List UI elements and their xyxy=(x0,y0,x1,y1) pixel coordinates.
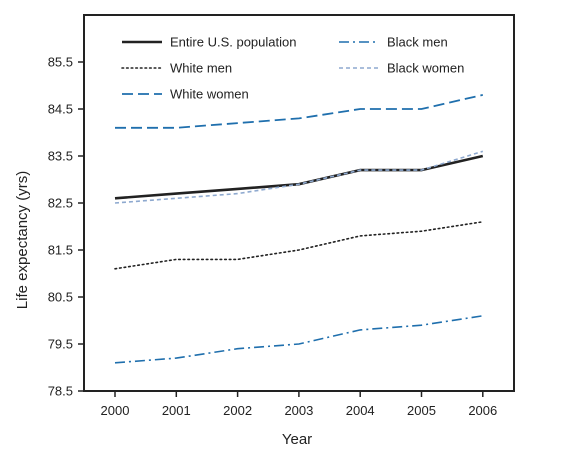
series-line-3 xyxy=(115,94,484,129)
x-tick-label: 2004 xyxy=(346,403,375,418)
y-axis: 78.5 79.5 80.5 81.5 82.5 83.5 84.5 85.5 xyxy=(48,55,84,399)
y-tick-label: 80.5 xyxy=(48,290,73,305)
y-tick-label: 78.5 xyxy=(48,384,73,399)
y-tick-label: 85.5 xyxy=(48,55,73,70)
x-tick-label: 2003 xyxy=(284,403,313,418)
series-line-2 xyxy=(114,221,484,270)
legend-label: White men xyxy=(170,61,232,76)
x-axis-label: Year xyxy=(282,431,312,448)
legend-label: Entire U.S. population xyxy=(170,35,296,50)
legend-label: Black men xyxy=(387,35,448,50)
y-axis-label: Life expectancy (yrs) xyxy=(14,171,31,309)
y-tick-label: 83.5 xyxy=(48,149,73,164)
x-tick-label: 2005 xyxy=(407,403,436,418)
legend: Entire U.S. population Black men White men… xyxy=(121,35,464,102)
y-tick-label: 79.5 xyxy=(48,337,73,352)
series-line-4 xyxy=(114,315,483,364)
legend-label: White women xyxy=(170,87,249,102)
x-tick-label: 2001 xyxy=(162,403,191,418)
y-tick-label: 81.5 xyxy=(48,243,73,258)
x-tick-label: 2000 xyxy=(101,403,130,418)
series-line-5 xyxy=(114,150,484,204)
series-lines xyxy=(114,94,484,364)
x-axis: 2000 2001 2002 2003 2004 2005 2006 xyxy=(101,391,497,418)
y-tick-label: 84.5 xyxy=(48,102,73,117)
legend-label: Black women xyxy=(387,61,464,76)
y-tick-label: 82.5 xyxy=(48,196,73,211)
x-tick-label: 2006 xyxy=(468,403,497,418)
series-line-1 xyxy=(114,154,484,200)
x-tick-label: 2002 xyxy=(223,403,252,418)
